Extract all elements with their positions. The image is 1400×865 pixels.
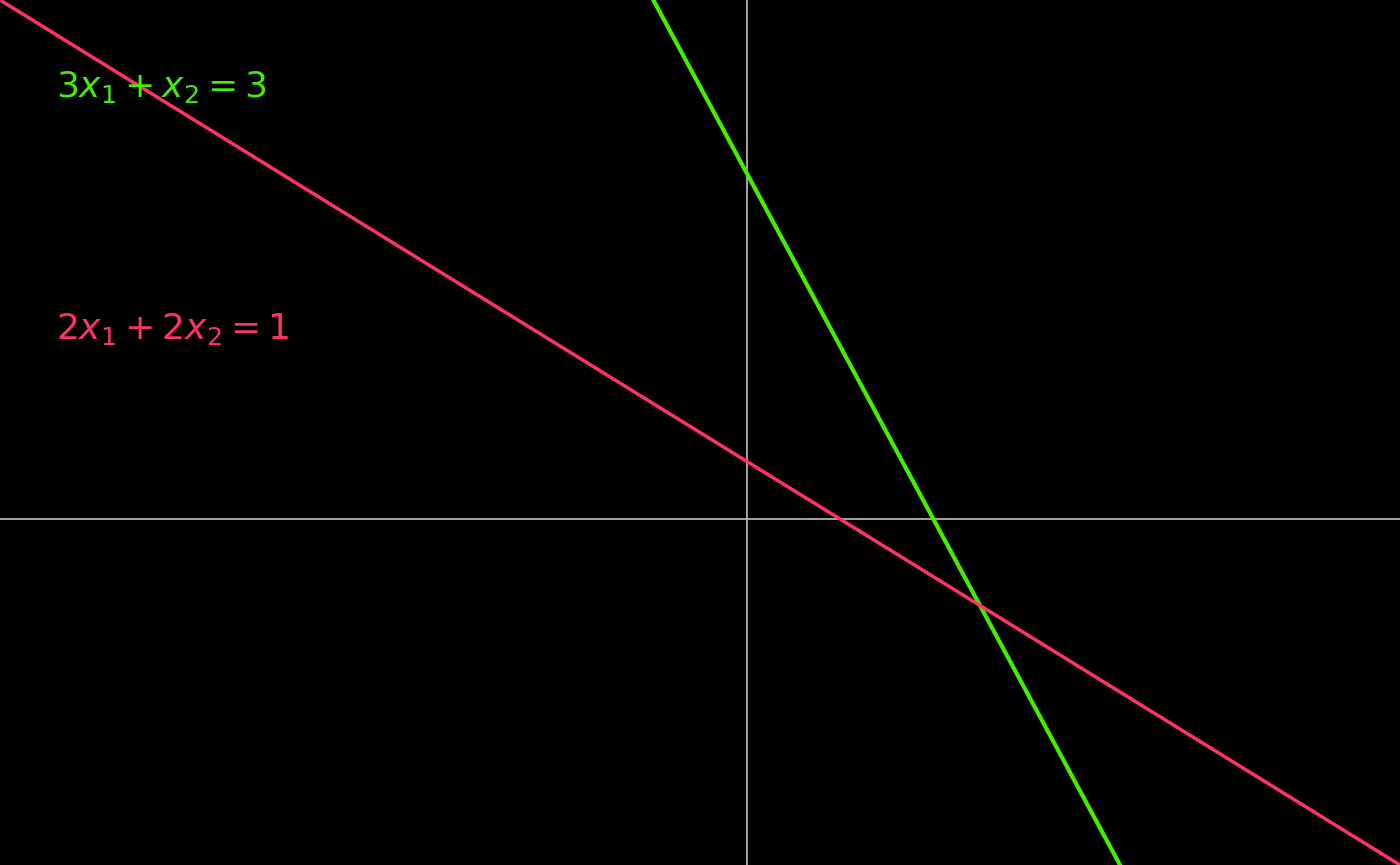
Text: $2x_1 + 2x_2 = 1$: $2x_1 + 2x_2 = 1$ [56, 311, 290, 348]
Text: $3x_1 + x_2 = 3$: $3x_1 + x_2 = 3$ [56, 69, 267, 106]
